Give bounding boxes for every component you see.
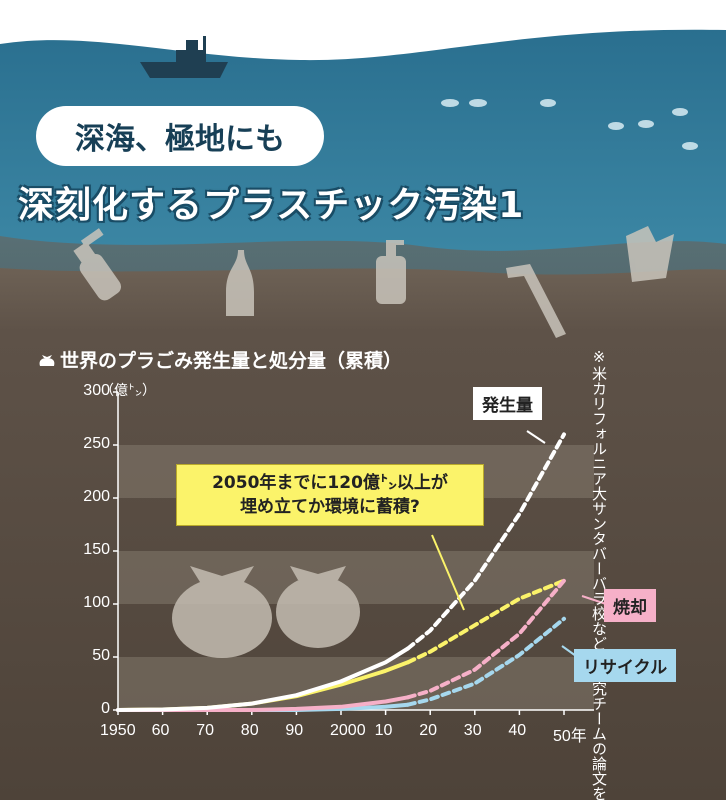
x-tick-label: 20: [419, 722, 437, 739]
x-tick-label: 80: [240, 722, 259, 739]
y-unit: （億㌧）: [100, 383, 156, 399]
series-line-actual-1: [116, 695, 410, 712]
garbage-bag-icon: [39, 355, 55, 366]
annotation-line1: 2050年までに120億㌧以上が: [212, 473, 448, 493]
x-tick-label: 30: [463, 722, 482, 739]
x-tick-label: 40: [508, 722, 527, 739]
y-tick-label: 150: [83, 541, 110, 558]
series-label-incinerated: 焼却: [604, 589, 656, 622]
y-tick-label: 300: [83, 382, 110, 399]
series-line-actual-0: [116, 646, 410, 712]
source-note: ※米カリフォルニア大サンタバーバラ校などの研究チームの論文を基に作成。点線は予測…: [590, 348, 608, 800]
series-line-projected-0: [405, 432, 566, 651]
chart-title: 世界のプラごみ発生量と処分量（累積）: [38, 346, 402, 373]
series-line-projected-2: [405, 616, 566, 707]
title-line1: 深海、極地にも: [36, 106, 324, 166]
y-tick-label: 0: [101, 700, 110, 717]
series-line-projected-1: [405, 578, 566, 700]
x-tick-label: 60: [151, 722, 170, 739]
y-tick-label: 250: [83, 435, 110, 452]
y-tick-label: 50: [92, 647, 110, 664]
x-tick-label: 1950: [100, 722, 136, 739]
title-line2: 深刻化するプラスチック汚染1: [18, 185, 525, 226]
annotation-callout: 2050年までに120億㌧以上が 埋め立てか環境に蓄積?: [176, 464, 484, 526]
ship-icon: [140, 36, 228, 78]
garbage-bag-icons: [172, 566, 360, 658]
y-tick-label: 100: [83, 594, 110, 611]
y-tick-label: 200: [83, 488, 110, 505]
x-tick-label: 70: [196, 722, 214, 739]
plot-area: [113, 391, 594, 715]
series-label-generated: 発生量: [473, 387, 542, 420]
chart-title-text: 世界のプラごみ発生量と処分量（累積）: [60, 350, 403, 372]
x-tick-label: 2000: [330, 722, 366, 739]
plastic-litter-icons: [73, 226, 674, 338]
label-leaders: [431, 430, 607, 657]
x-tick-label: 10: [374, 722, 393, 739]
annotation-line2: 埋め立てか環境に蓄積?: [240, 497, 420, 517]
series-label-recycled: リサイクル: [574, 649, 677, 682]
series-line-projected-3: [405, 578, 566, 665]
x-tick-label: 90: [285, 722, 304, 739]
x-tick-label: 50年: [553, 728, 587, 745]
fish-school-icon: [441, 99, 698, 150]
